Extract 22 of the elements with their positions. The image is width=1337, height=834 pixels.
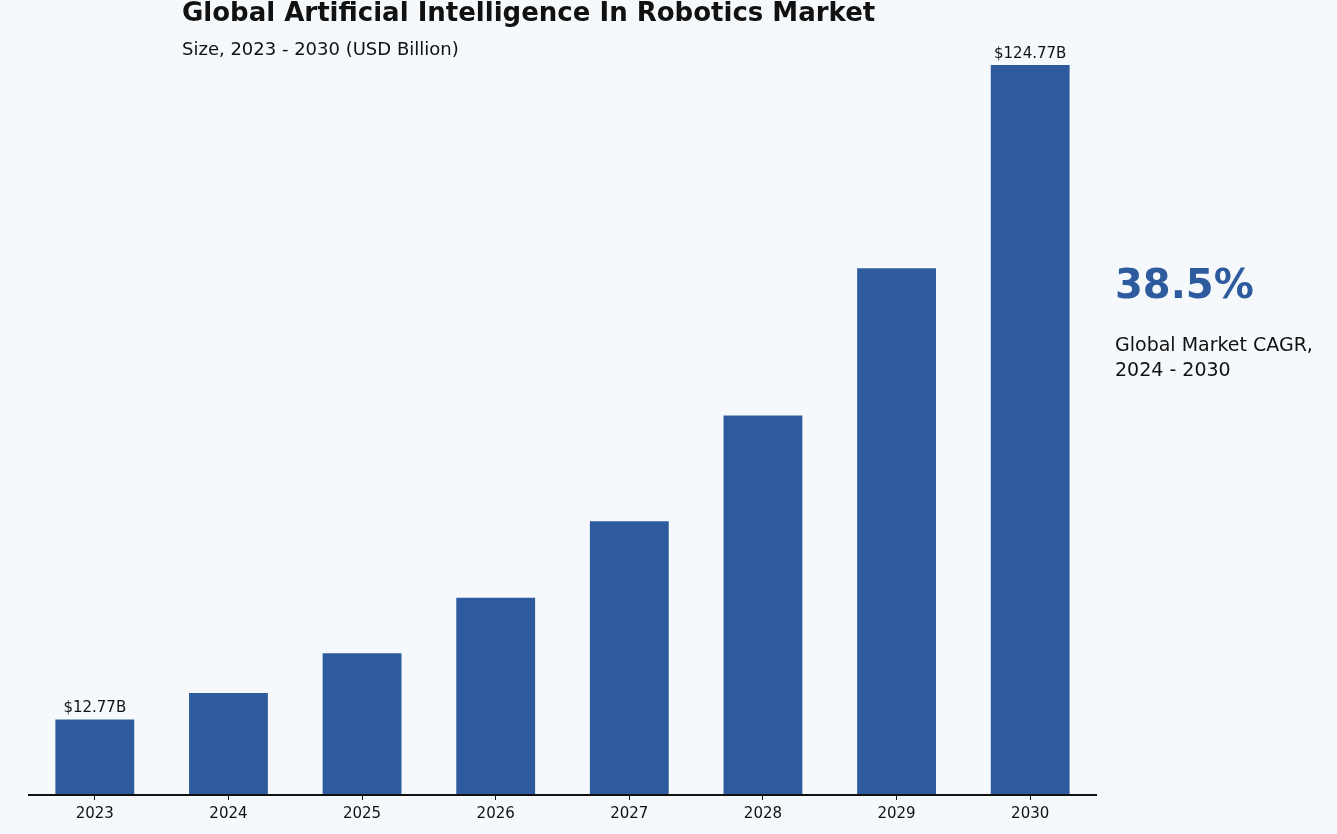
text: 38.5% bbox=[1115, 261, 1254, 307]
bar bbox=[589, 521, 669, 794]
x-tick-label: 2027 bbox=[610, 803, 649, 822]
chart-subtitle: Size, 2023 - 2030 (USD Billion) bbox=[182, 37, 459, 59]
x-tick-label: 2026 bbox=[476, 803, 515, 822]
x-tick-label: 2023 bbox=[75, 803, 114, 822]
x-tick-label: 2025 bbox=[342, 803, 382, 822]
x-tick-label: 2030 bbox=[1011, 803, 1050, 822]
bar bbox=[189, 692, 268, 794]
bar bbox=[55, 719, 135, 794]
text: Global Market CAGR, 2024 - 2030 bbox=[1115, 333, 1313, 380]
x-tick-label: 2029 bbox=[877, 803, 916, 822]
x-tick-label: 2028 bbox=[743, 803, 783, 822]
bar bbox=[857, 268, 936, 794]
chart-title: Global Artificial Intelligence In Robotics Market bbox=[182, 0, 876, 27]
bar bbox=[990, 65, 1070, 794]
bar bbox=[723, 415, 803, 794]
bar bbox=[456, 597, 536, 794]
data-label: $124.77B bbox=[994, 44, 1067, 62]
bar bbox=[322, 653, 402, 794]
data-label: $12.77B bbox=[63, 698, 127, 717]
x-tick-label: 2024 bbox=[209, 803, 248, 822]
